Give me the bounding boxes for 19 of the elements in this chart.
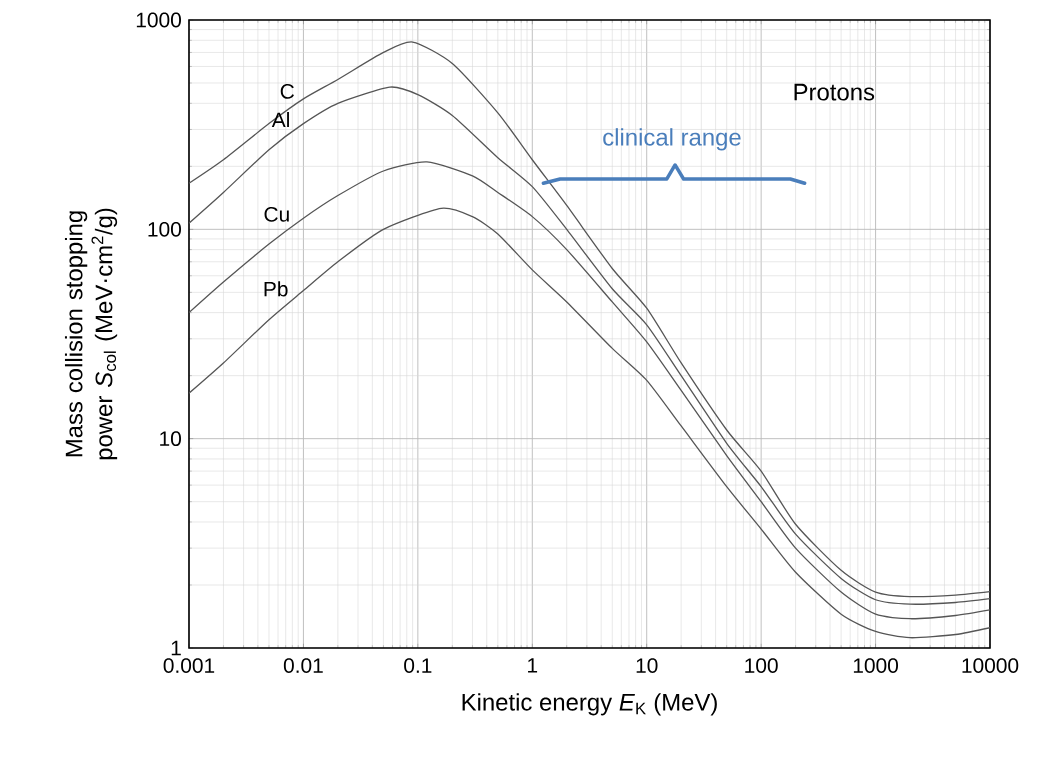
x-tick-label: 0.1 xyxy=(404,658,432,673)
annotation: Protons xyxy=(794,83,875,101)
x-axis-title: Kinetic energy E$_{K}$ (MeV) xyxy=(462,693,717,716)
x-tick-label: 0.001 xyxy=(163,658,215,673)
x-tick-label: 1 xyxy=(528,658,538,673)
y-tick-label: 10 xyxy=(160,431,181,447)
series-label: C xyxy=(280,83,294,99)
x-tick-label: 10000 xyxy=(962,658,1019,673)
y-tick-label: 100 xyxy=(148,221,181,237)
x-tick-label: 100 xyxy=(745,658,778,673)
series-label: Pb xyxy=(264,281,288,297)
y-tick-label: 1000 xyxy=(136,12,181,28)
x-tick-label: 1000 xyxy=(853,658,899,673)
series-label: Al xyxy=(271,111,289,128)
series-label: Cu xyxy=(264,206,289,222)
annotation: clinical range xyxy=(603,128,741,151)
x-tick-label: 10 xyxy=(636,658,658,673)
x-tick-label: 0.01 xyxy=(283,658,323,673)
y-tick-label: 1 xyxy=(171,640,181,656)
